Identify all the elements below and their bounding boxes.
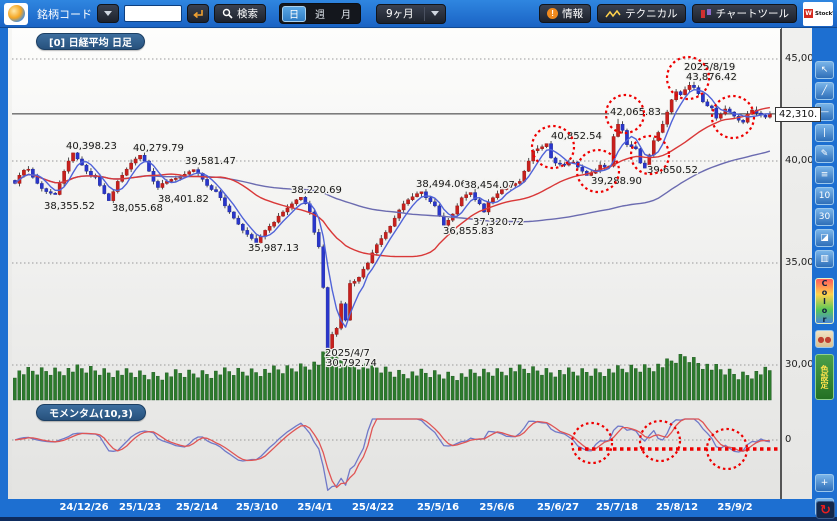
tab-weekly[interactable]: 週 [315, 10, 325, 21]
svg-text:37,320.72: 37,320.72 [473, 217, 524, 228]
svg-text:40,398.23: 40,398.23 [66, 141, 117, 152]
stockweather-mark-icon: W [804, 9, 813, 18]
line-tool[interactable]: ╱ [815, 82, 834, 100]
svg-text:2025/4/7: 2025/4/7 [325, 348, 370, 359]
technical-button[interactable]: テクニカル [597, 4, 686, 23]
date-tick: 25/9/2 [717, 502, 753, 513]
ichart-logo [4, 2, 28, 25]
chart-tool-icon [700, 9, 711, 18]
symbol-dropdown-button[interactable] [97, 4, 119, 23]
info-icon: ! [547, 8, 559, 19]
date-axis: 24/12/26 25/1/23 25/2/14 25/3/10 25/4/1 25/4/… [0, 499, 837, 517]
svg-text:38,494.06: 38,494.06 [416, 179, 467, 190]
eraser-tool[interactable]: ◪ [815, 229, 834, 247]
svg-text:38,055.68: 38,055.68 [112, 203, 163, 214]
search-icon [222, 8, 233, 19]
info-button[interactable]: ! 情報 [539, 4, 592, 23]
stockweather-text: StockWeather [815, 10, 833, 17]
search-button[interactable]: 検索 [214, 4, 266, 23]
date-tick: 25/3/10 [235, 502, 279, 513]
pointer-tool[interactable]: ↖ [815, 61, 834, 79]
svg-text:38,355.52: 38,355.52 [44, 201, 95, 212]
svg-text:39,650.52: 39,650.52 [647, 165, 698, 176]
search-button-label: 検索 [237, 8, 258, 20]
zoom-in-button[interactable]: + [815, 474, 834, 492]
chart-tool-button[interactable]: チャートツール [691, 4, 797, 23]
trash-tool[interactable]: ▥ [815, 250, 834, 268]
svg-text:30,792.74: 30,792.74 [326, 358, 377, 369]
date-tick: 25/5/16 [416, 502, 460, 513]
date-tick: 25/6/6 [479, 502, 515, 513]
refresh-button[interactable]: ↻ [816, 501, 835, 519]
date-tick: 25/4/1 [297, 502, 333, 513]
top-toolbar: 銘柄コード 検索 日 週 月 9ヶ月 ! 情報 テクニカル [0, 0, 837, 28]
momentum-title[interactable]: モメンタム(10,3) [36, 404, 146, 421]
svg-text:2025/8/19: 2025/8/19 [684, 62, 735, 73]
svg-text:38,401.82: 38,401.82 [158, 194, 209, 205]
price-tick: 35,000 [785, 257, 820, 268]
info-button-label: 情報 [562, 8, 584, 20]
toolbar-right-group: ! 情報 テクニカル チャートツール W StockWeather [539, 1, 833, 26]
date-tick: 25/2/14 [175, 502, 219, 513]
chevron-down-icon [104, 11, 112, 16]
freehand-tool[interactable]: ✎ [815, 145, 834, 163]
period-tab-group: 日 週 月 [279, 3, 361, 24]
date-tick: 25/7/18 [595, 502, 639, 513]
date-tick: 25/1/23 [118, 502, 162, 513]
svg-text:36,855.83: 36,855.83 [443, 226, 494, 237]
enter-button[interactable] [187, 4, 209, 23]
price-tick: 40,000 [785, 155, 820, 166]
vertical-line-tool[interactable]: | [815, 124, 834, 142]
range-select[interactable]: 9ヶ月 [376, 3, 446, 24]
period-10-tool[interactable]: 10 [815, 187, 834, 205]
technical-button-label: テクニカル [625, 8, 678, 20]
period-30-tool[interactable]: 30 [815, 208, 834, 226]
zigzag-line-icon [605, 9, 621, 17]
svg-text:39,581.47: 39,581.47 [185, 156, 236, 167]
date-tick: 25/6/27 [536, 502, 580, 513]
enter-arrow-icon [193, 9, 203, 18]
chart-tool-button-label: チャートツール [715, 8, 789, 20]
color-settings-button[interactable]: 色設定 [815, 354, 834, 400]
palette-button[interactable]: ●● [815, 330, 834, 348]
price-axis: 45,000 40,000 35,000 30,000 0 [781, 28, 820, 499]
parallel-lines-tool[interactable]: ≡ [815, 166, 834, 184]
chevron-down-icon [425, 11, 445, 16]
symbol-input[interactable] [124, 5, 182, 22]
date-tick: 25/8/12 [655, 502, 699, 513]
divider [423, 6, 425, 21]
price-tick: 30,000 [785, 359, 820, 370]
svg-text:40,279.79: 40,279.79 [133, 143, 184, 154]
svg-text:42,065.83: 42,065.83 [610, 107, 661, 118]
stockweather-logo: W StockWeather [803, 1, 833, 26]
symbol-code-label: 銘柄コード [37, 7, 92, 21]
svg-text:39,288.90: 39,288.90 [591, 176, 642, 187]
svg-text:43,876.42: 43,876.42 [686, 72, 737, 83]
momentum-zero-tick: 0 [785, 434, 792, 445]
svg-text:40,852.54: 40,852.54 [551, 131, 602, 142]
current-price-badge: 42,310. [775, 107, 821, 122]
chart-title[interactable]: [0] 日経平均 日足 [36, 33, 146, 50]
date-tick: 25/4/22 [351, 502, 395, 513]
tab-daily[interactable]: 日 [282, 5, 306, 22]
svg-text:38,454.07: 38,454.07 [464, 180, 515, 191]
color-button[interactable]: Color [815, 278, 834, 324]
date-tick: 24/12/26 [59, 502, 109, 513]
svg-text:38,220.69: 38,220.69 [291, 185, 342, 196]
price-tick: 45,000 [785, 53, 820, 64]
tab-monthly[interactable]: 月 [341, 10, 351, 21]
svg-text:35,987.13: 35,987.13 [248, 243, 299, 254]
range-value: 9ヶ月 [386, 8, 414, 20]
window-bottom-border [0, 517, 837, 521]
ichart-logo-icon [7, 5, 25, 22]
